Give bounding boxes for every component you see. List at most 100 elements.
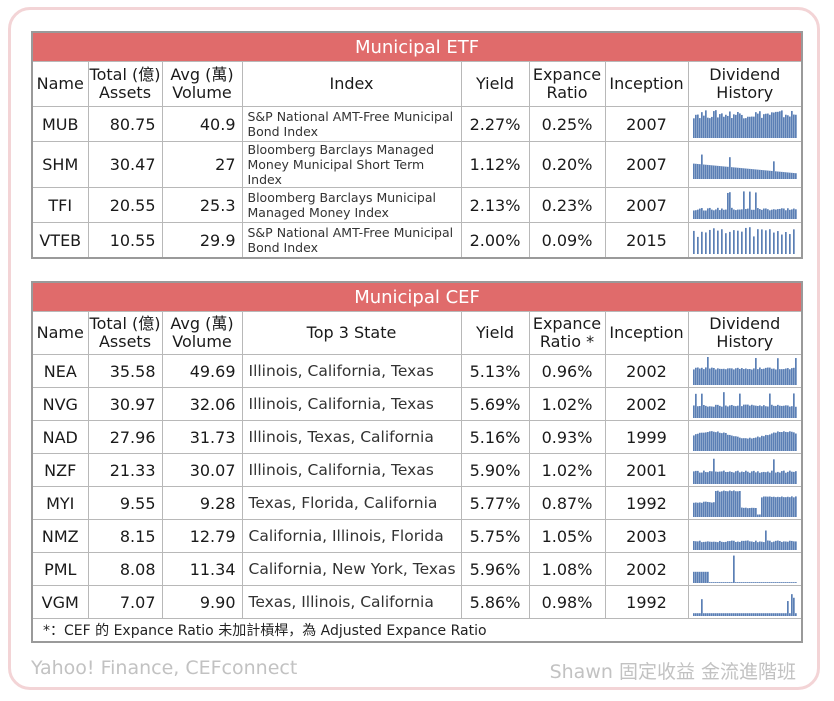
sparkline-bar xyxy=(696,541,699,550)
expense-ratio-value: 1.05% xyxy=(528,519,606,553)
sparkline-bar xyxy=(712,541,715,550)
yield-value: 5.75% xyxy=(460,519,530,553)
sparkline-bar xyxy=(708,502,711,517)
sparkline-bar xyxy=(702,405,705,418)
total-assets: 20.55 xyxy=(87,187,163,223)
sparkline-bar xyxy=(712,431,715,451)
sparkline-bar xyxy=(766,582,769,583)
sparkline-bar xyxy=(700,502,703,517)
sparkline-bar xyxy=(786,496,789,517)
sparkline-bar xyxy=(732,613,735,616)
sparkline-bar xyxy=(792,471,795,484)
sparkline-bar xyxy=(790,594,793,616)
sparkline-bar xyxy=(718,491,721,517)
avg-volume: 32.06 xyxy=(161,387,243,421)
sparkline-bar xyxy=(746,168,749,179)
sparkline-bar xyxy=(720,433,723,451)
sparkline-bar xyxy=(736,582,739,583)
sparkline-bar xyxy=(776,404,779,418)
sparkline-bar xyxy=(696,163,699,179)
inception-year: 2007 xyxy=(604,106,689,142)
sparkline-bar xyxy=(710,541,713,550)
sparkline-bar xyxy=(716,582,719,583)
sparkline-bar xyxy=(776,358,779,385)
sparkline-bar xyxy=(742,582,745,583)
sparkline-bar xyxy=(754,508,757,517)
sparkline-bar xyxy=(778,208,781,219)
sparkline-bar xyxy=(770,170,773,179)
sparkline-bar xyxy=(766,170,769,179)
sparkline-bar xyxy=(728,192,731,219)
sparkline-bar xyxy=(748,613,751,616)
sparkline-bar xyxy=(716,207,719,219)
sparkline-bar xyxy=(794,209,797,219)
sparkline-bar xyxy=(774,369,777,385)
header-avg-volume: Avg (萬) Volume xyxy=(161,61,243,107)
credit-caption: Shawn 固定收益 金流進階班 xyxy=(549,661,796,683)
yield-value: 5.13% xyxy=(460,354,530,388)
sparkline-bar xyxy=(744,227,747,254)
sparkline-bar xyxy=(730,582,733,583)
sparkline-bar xyxy=(782,369,785,385)
inception-year: 2007 xyxy=(604,187,689,223)
sparkline-bar xyxy=(776,171,779,179)
sparkline-bar xyxy=(736,209,739,219)
top-3-states: Illinois, Texas, California xyxy=(241,420,462,454)
sparkline-bar xyxy=(758,613,761,616)
sparkline-bar xyxy=(736,367,739,385)
avg-volume: 30.07 xyxy=(161,453,243,487)
sparkline-bar xyxy=(750,116,753,138)
sparkline-bar xyxy=(762,613,765,616)
sparkline-bar xyxy=(724,471,727,484)
sparkline-bar xyxy=(758,111,761,138)
sparkline-bar xyxy=(716,165,719,179)
sparkline-bar xyxy=(702,541,705,550)
dividend-history-sparkline xyxy=(687,387,803,421)
sparkline-bar xyxy=(730,435,733,451)
sparkline-bar xyxy=(704,571,707,583)
sparkline-bar xyxy=(792,393,795,418)
sparkline-bar xyxy=(710,431,713,451)
top-3-states: California, Illinois, Florida xyxy=(241,519,462,553)
sparkline-bar xyxy=(752,405,755,418)
top-3-states: Texas, Illinois, California xyxy=(241,585,462,619)
dividend-history-sparkline xyxy=(687,453,803,487)
sparkline-bar xyxy=(724,491,727,517)
sparkline-bar xyxy=(794,496,797,517)
sparkline-bar xyxy=(754,613,757,616)
sparkline-bar xyxy=(790,368,793,385)
sparkline-bar xyxy=(756,542,759,550)
sparkline-bar xyxy=(752,368,755,385)
sparkline-bar xyxy=(694,163,697,179)
sparkline-bar xyxy=(764,169,767,179)
sparkline-bar xyxy=(752,542,755,550)
sparkline-bar xyxy=(794,358,797,385)
sparkline-bar xyxy=(712,164,715,179)
sparkline-bar xyxy=(788,234,791,254)
sparkline-bar xyxy=(732,230,735,254)
table-row: NEA 35.58 49.69 Illinois, California, Texas… xyxy=(31,354,803,388)
cef-footnote: *：CEF 的 Expance Ratio 未加計槓桿，為 Adjusted E… xyxy=(31,618,803,643)
sparkline-bar xyxy=(766,113,769,138)
sparkline-bar xyxy=(784,497,787,517)
sparkline-bar xyxy=(712,613,715,616)
sparkline-bar xyxy=(756,436,759,451)
fund-ticker: MUB xyxy=(31,106,89,142)
sparkline-bar xyxy=(700,112,703,138)
total-assets: 80.75 xyxy=(87,106,163,142)
sparkline-bar xyxy=(750,471,753,484)
index-name: Bloomberg Barclays Municipal Managed Mon… xyxy=(241,187,462,223)
sparkline-bar xyxy=(764,367,767,385)
sparkline-bar xyxy=(784,368,787,385)
header-top-3-state: Top 3 State xyxy=(241,311,462,355)
sparkline-bar xyxy=(780,582,783,583)
sparkline-bar xyxy=(694,393,697,418)
inception-year: 1992 xyxy=(604,585,689,619)
sparkline-bar xyxy=(786,471,789,484)
etf-header-row: Name Total (億) Assets Avg (萬) Volume Index… xyxy=(31,61,803,107)
sparkline-chart xyxy=(692,392,797,418)
sparkline-chart xyxy=(692,431,797,451)
sparkline-bar xyxy=(694,571,697,583)
sparkline-bar xyxy=(778,171,781,179)
sparkline-bar xyxy=(748,368,751,385)
